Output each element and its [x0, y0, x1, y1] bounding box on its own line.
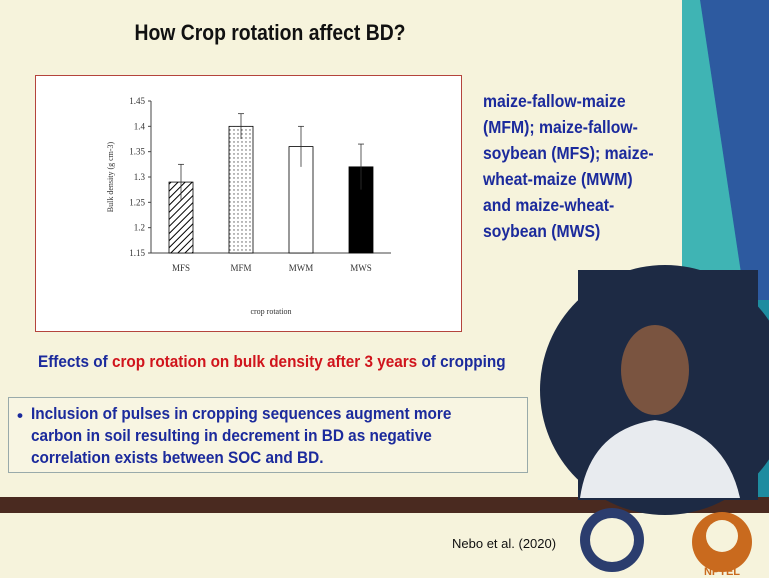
side-line: maize-fallow-maize	[483, 91, 626, 111]
citation: Nebo et al. (2020)	[452, 536, 557, 551]
bottom-bar	[0, 497, 769, 513]
caption-highlight: crop rotation on bulk density after 3 ye…	[111, 352, 418, 371]
bullet-marker: •	[17, 406, 23, 425]
side-line: soybean (MFS); maize-	[483, 143, 654, 163]
y-tick-label: 1.15	[129, 248, 145, 258]
bullet-box: • Inclusion of pulses in cropping sequenc…	[8, 397, 528, 473]
bullet-line: correlation exists between SOC and BD.	[31, 449, 324, 467]
side-line: soybean (MWS)	[483, 221, 601, 241]
x-tick-label: MWM	[289, 263, 314, 273]
y-tick-label: 1.25	[129, 197, 145, 207]
caption-text: of cropping	[417, 352, 506, 371]
y-tick-label: 1.45	[129, 96, 145, 106]
y-tick-label: 1.4	[134, 121, 146, 131]
bar	[348, 166, 374, 254]
bullet-line: Inclusion of pulses in cropping sequence…	[31, 405, 452, 423]
bullet-line: carbon in soil resulting in decrement in…	[31, 427, 432, 445]
x-tick-label: MWS	[350, 263, 372, 273]
nptel-logo-inner	[706, 520, 738, 552]
side-line: (MFM); maize-fallow-	[483, 117, 638, 137]
x-tick-label: MFS	[172, 263, 190, 273]
footer	[0, 513, 769, 578]
error-bar	[238, 113, 244, 139]
error-bar	[298, 125, 304, 167]
side-band-light	[682, 0, 745, 300]
side-line: and maize-wheat-	[483, 195, 615, 215]
error-bar	[178, 163, 184, 200]
caption-text: Effects of	[38, 352, 112, 371]
error-bar	[358, 143, 364, 190]
speaker-head	[621, 325, 689, 415]
logo-text: NPTEL	[704, 566, 740, 578]
y-tick-label: 1.2	[134, 223, 145, 233]
y-tick-label: 1.35	[129, 147, 145, 157]
iit-logo-inner	[590, 518, 634, 562]
side-band-dark	[700, 0, 769, 300]
speaker-shirt	[580, 420, 740, 498]
slide-title: How Crop rotation affect BD?	[134, 20, 406, 45]
x-axis-label: crop rotation	[250, 307, 291, 316]
side-line: wheat-maize (MWM)	[483, 169, 633, 189]
chart: 1.15 1.2 1.25 1.3 1.35 1.4 1.45 Bulk density (g…	[106, 96, 391, 316]
x-tick-label: MFM	[230, 263, 251, 273]
y-axis-label: Bulk density (g cm-3)	[106, 141, 115, 212]
bar	[228, 125, 254, 254]
side-text: maize-fallow-maize (MFM); maize-fallow-so…	[483, 88, 654, 244]
caption: Effects of crop rotation on bulk density…	[38, 352, 506, 372]
y-tick-label: 1.3	[134, 172, 146, 182]
chart-box: 1.15 1.2 1.25 1.3 1.35 1.4 1.45 Bulk density (g…	[35, 75, 462, 332]
